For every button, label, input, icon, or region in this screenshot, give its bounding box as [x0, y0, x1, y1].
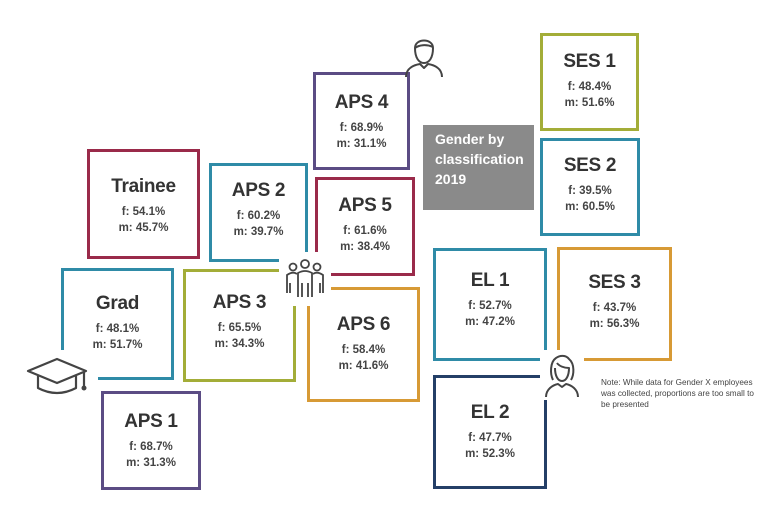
card-title: EL 2 [470, 402, 510, 423]
card-title: APS 6 [336, 314, 391, 335]
card-female: f: 47.7% [468, 432, 512, 444]
card-female: f: 48.1% [95, 323, 140, 335]
card-aps6: APS 6 f: 58.4% m: 41.6% [307, 287, 420, 402]
card-male: m: 31.3% [126, 457, 176, 469]
card-title: APS 3 [212, 292, 267, 313]
graduation-cap-icon [26, 357, 88, 395]
card-male: m: 51.6% [564, 97, 615, 109]
card-ses2: SES 2 f: 39.5% m: 60.5% [540, 138, 640, 236]
card-male: m: 52.3% [465, 448, 515, 460]
card-title: APS 1 [124, 411, 178, 432]
woman-icon [545, 354, 579, 398]
card-female: f: 39.5% [568, 185, 612, 197]
title-line-3: 2019 [435, 171, 467, 187]
card-title: SES 2 [563, 155, 617, 176]
card-ses1: SES 1 f: 48.4% m: 51.6% [540, 33, 639, 131]
card-aps3: APS 3 f: 65.5% m: 34.3% [183, 269, 296, 382]
card-title: APS 5 [338, 195, 392, 216]
footnote: Note: While data for Gender X employees … [601, 378, 754, 409]
card-female: f: 54.1% [121, 206, 166, 218]
title-line-1: Gender by [435, 131, 505, 147]
title-line-2: classification [435, 151, 524, 167]
card-female: f: 61.6% [343, 225, 387, 237]
card-aps2: APS 2 f: 60.2% m: 39.7% [209, 163, 308, 262]
card-aps5: APS 5 f: 61.6% m: 38.4% [315, 177, 415, 276]
person-icon [405, 39, 443, 78]
card-male: m: 56.3% [589, 318, 640, 330]
card-female: f: 58.4% [341, 344, 386, 356]
card-male: m: 45.7% [118, 222, 169, 234]
card-male: m: 41.6% [338, 360, 389, 372]
card-title: APS 2 [231, 180, 286, 201]
card-male: m: 31.1% [336, 138, 387, 150]
card-title: Trainee [111, 176, 176, 197]
card-male: m: 34.3% [214, 338, 265, 350]
card-male: m: 38.4% [340, 241, 390, 253]
card-female: f: 65.5% [217, 322, 262, 334]
card-el2: EL 2 f: 47.7% m: 52.3% [433, 375, 547, 489]
card-trainee: Trainee f: 54.1% m: 45.7% [87, 149, 200, 259]
card-title: Grad [95, 293, 140, 314]
title-box: Gender by classification 2019 [423, 125, 534, 210]
card-aps4: APS 4 f: 68.9% m: 31.1% [313, 72, 410, 170]
card-ses3: SES 3 f: 43.7% m: 56.3% [557, 247, 672, 361]
card-aps1: APS 1 f: 68.7% m: 31.3% [101, 391, 201, 490]
card-male: m: 47.2% [465, 316, 515, 328]
card-male: m: 39.7% [233, 226, 284, 238]
card-female: f: 60.2% [236, 210, 281, 222]
card-title: SES 3 [588, 272, 641, 293]
group-icon [286, 259, 324, 297]
card-female: f: 68.7% [129, 441, 173, 453]
card-title: SES 1 [563, 51, 616, 72]
card-el1: EL 1 f: 52.7% m: 47.2% [433, 248, 547, 361]
card-female: f: 52.7% [468, 300, 512, 312]
card-title: EL 1 [470, 270, 510, 291]
card-female: f: 48.4% [567, 81, 612, 93]
card-title: APS 4 [334, 92, 389, 113]
card-male: m: 51.7% [92, 339, 143, 351]
card-male: m: 60.5% [565, 201, 615, 213]
card-female: f: 68.9% [339, 122, 384, 134]
card-female: f: 43.7% [592, 302, 637, 314]
